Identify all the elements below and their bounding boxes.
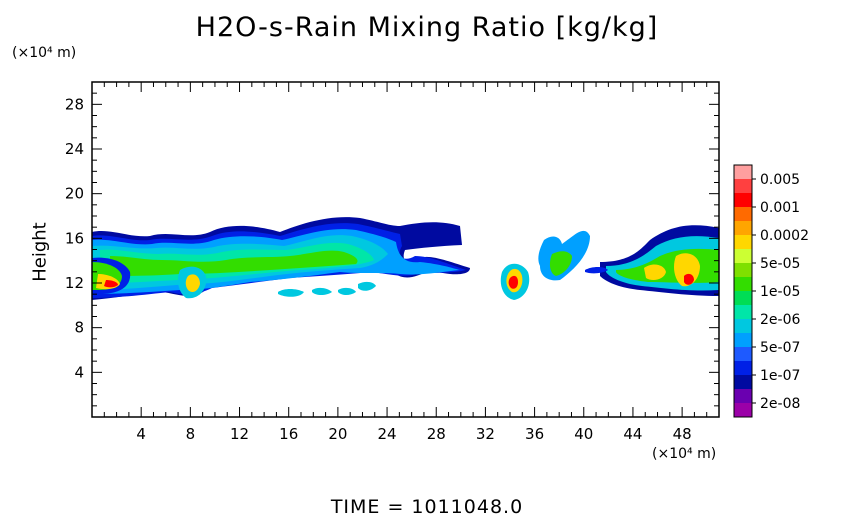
x-axis-unit: (×10⁴ m) xyxy=(652,446,717,462)
contour-cell-right-red xyxy=(684,273,694,285)
x-tick-label: 40 xyxy=(574,425,593,443)
chart-title: H2O-s-Rain Mixing Ratio [kg/kg] xyxy=(195,12,659,43)
contour-cell-8km-core xyxy=(185,274,200,292)
y-tick-label: 20 xyxy=(65,185,84,203)
y-tick-label: 28 xyxy=(65,95,84,113)
x-tick-label: 4 xyxy=(136,425,146,443)
x-tick-label: 32 xyxy=(476,425,495,443)
legend-swatch xyxy=(734,291,752,306)
y-tick-label: 16 xyxy=(65,229,84,247)
legend-swatch xyxy=(734,319,752,334)
legend-swatch xyxy=(734,235,752,250)
y-tick-label: 24 xyxy=(65,140,84,158)
x-tick-label: 20 xyxy=(328,425,347,443)
legend-label: 0.001 xyxy=(760,200,800,216)
contour-cell-34km-red xyxy=(508,275,518,289)
contour-wisp-1 xyxy=(278,289,304,297)
contour-cell-38km-core xyxy=(549,251,572,276)
x-tick-label: 24 xyxy=(378,425,397,443)
contour-wisp-3 xyxy=(338,287,356,295)
color-legend: 0.005 0.001 0.0002 5e-05 1e-05 2e-06 5e-07 1e-0… xyxy=(733,164,809,418)
legend-label: 5e-07 xyxy=(760,340,800,356)
legend-swatch xyxy=(734,361,752,376)
x-tick-label: 36 xyxy=(525,425,544,443)
legend-swatch xyxy=(734,375,752,390)
x-tick-label: 16 xyxy=(279,425,298,443)
legend-swatch xyxy=(734,403,752,418)
y-tick-label: 12 xyxy=(65,274,84,292)
y-axis-unit: (×10⁴ m) xyxy=(12,45,77,61)
legend-label: 1e-05 xyxy=(760,284,800,300)
x-tick-label: 44 xyxy=(623,425,642,443)
legend-swatch xyxy=(734,277,752,292)
legend-label: 0.0002 xyxy=(760,228,809,244)
legend-swatch xyxy=(734,249,752,264)
contour-wisp-4 xyxy=(358,281,376,291)
x-tick-label: 48 xyxy=(673,425,692,443)
contour-band-green xyxy=(110,250,358,276)
x-tick-label: 28 xyxy=(427,425,446,443)
y-tick-label: 8 xyxy=(74,319,84,337)
legend-swatch xyxy=(734,165,752,180)
legend-label: 5e-05 xyxy=(760,256,800,272)
legend-swatch xyxy=(734,263,752,278)
legend-label: 2e-06 xyxy=(760,312,800,328)
legend-label: 2e-08 xyxy=(760,396,800,412)
x-tick-label: 8 xyxy=(186,425,196,443)
legend-swatch xyxy=(734,347,752,362)
time-footer: TIME = 1011048.0 xyxy=(330,496,524,518)
legend-swatch xyxy=(734,193,752,208)
legend-swatch xyxy=(734,333,752,348)
legend-swatch xyxy=(734,207,752,222)
y-tick-label: 4 xyxy=(74,363,84,381)
contour-wisp-2 xyxy=(312,287,332,295)
contour-cell-left-red xyxy=(104,280,118,288)
legend-swatch xyxy=(734,389,752,404)
legend-swatch xyxy=(734,221,752,236)
contour-wisp-5 xyxy=(585,267,608,274)
legend-label: 1e-07 xyxy=(760,368,800,384)
x-tick-label: 12 xyxy=(230,425,249,443)
legend-swatch xyxy=(734,305,752,320)
legend-label: 0.005 xyxy=(760,172,800,188)
legend-swatch xyxy=(734,179,752,194)
mixing-ratio-field xyxy=(92,217,719,300)
contour-cell-right-hot1 xyxy=(644,264,666,280)
